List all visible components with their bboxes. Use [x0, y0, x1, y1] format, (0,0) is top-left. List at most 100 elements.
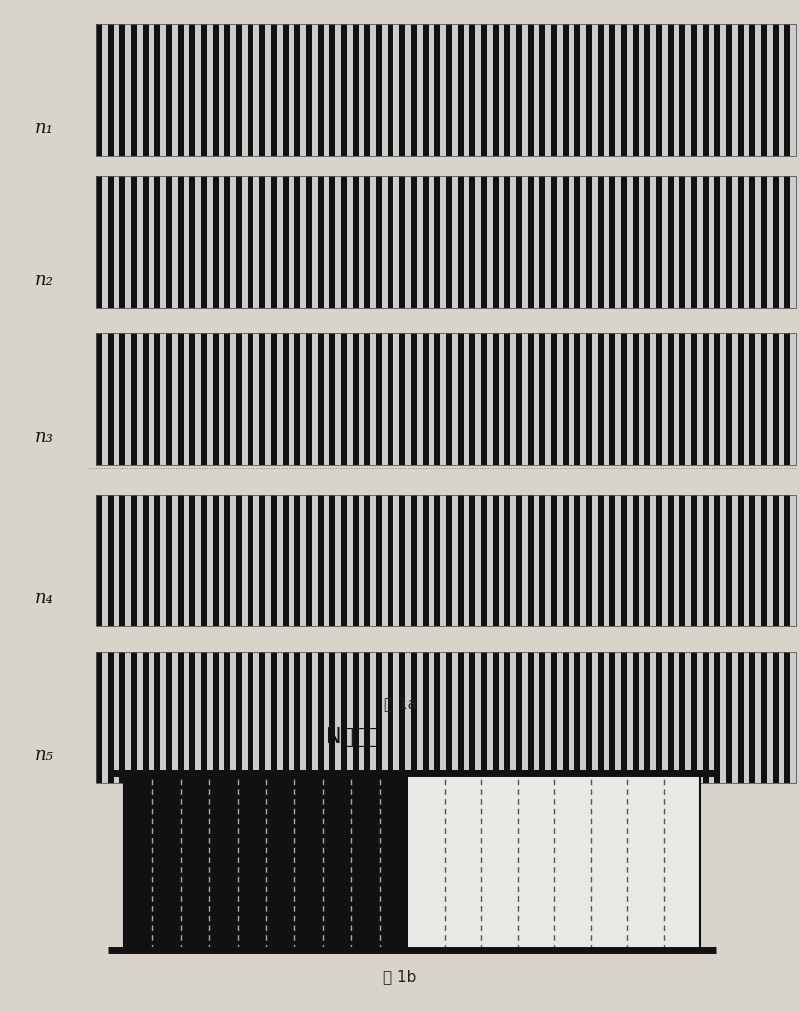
Bar [498, 652, 504, 784]
Bar [481, 495, 487, 627]
Bar [399, 334, 405, 465]
Bar [627, 25, 633, 157]
Bar [498, 25, 504, 157]
Bar [551, 25, 557, 157]
Bar [458, 495, 463, 627]
Bar [394, 25, 399, 157]
Bar [574, 334, 580, 465]
Bar [429, 25, 434, 157]
Bar [702, 177, 709, 308]
Bar [142, 177, 149, 308]
Bar [242, 652, 248, 784]
Bar [610, 652, 615, 784]
Bar [610, 25, 615, 157]
Bar [248, 495, 254, 627]
Bar [586, 177, 592, 308]
Bar [562, 25, 569, 157]
Bar [516, 652, 522, 784]
Bar [487, 652, 493, 784]
Bar [429, 652, 434, 784]
Bar [458, 25, 463, 157]
Bar [382, 177, 388, 308]
Bar [603, 652, 610, 784]
Bar [306, 334, 312, 465]
Bar [773, 177, 778, 308]
Bar [172, 334, 178, 465]
Bar [528, 334, 534, 465]
Bar [312, 25, 318, 157]
Bar [96, 652, 796, 784]
Bar [160, 25, 166, 157]
Bar [178, 25, 183, 157]
Bar [656, 334, 662, 465]
Bar [534, 25, 539, 157]
Bar [574, 495, 580, 627]
Bar [702, 652, 709, 784]
Bar [131, 177, 137, 308]
Bar [510, 652, 516, 784]
Bar [218, 177, 224, 308]
Bar [142, 334, 149, 465]
Bar [394, 334, 399, 465]
Bar [557, 25, 562, 157]
Bar [294, 495, 300, 627]
Bar [668, 25, 674, 157]
Bar [358, 495, 364, 627]
Bar [96, 177, 796, 308]
Bar [330, 652, 335, 784]
Bar [767, 25, 773, 157]
Bar [446, 495, 452, 627]
Bar [726, 177, 732, 308]
Bar [784, 25, 790, 157]
Bar [341, 25, 347, 157]
Bar [562, 177, 569, 308]
Bar [341, 177, 347, 308]
Bar [102, 25, 108, 157]
Bar [429, 495, 434, 627]
Bar [475, 652, 481, 784]
Bar [335, 177, 341, 308]
Bar [248, 652, 254, 784]
Bar [376, 334, 382, 465]
Bar [743, 25, 750, 157]
Bar [300, 334, 306, 465]
Bar [388, 25, 394, 157]
Bar [685, 177, 691, 308]
Bar [300, 177, 306, 308]
Bar [149, 334, 154, 465]
Bar [510, 177, 516, 308]
Bar [388, 495, 394, 627]
Bar [475, 25, 481, 157]
Bar [190, 25, 195, 157]
Bar [726, 495, 732, 627]
Bar [382, 25, 388, 157]
Bar [504, 177, 510, 308]
Bar [254, 495, 259, 627]
Bar [190, 652, 195, 784]
Bar [108, 25, 114, 157]
Bar [382, 495, 388, 627]
Bar [96, 25, 796, 157]
Bar [662, 177, 668, 308]
Bar [569, 652, 574, 784]
Bar [318, 177, 323, 308]
Bar [475, 177, 481, 308]
Bar [726, 652, 732, 784]
Bar [650, 334, 656, 465]
Text: 图 1a: 图 1a [383, 696, 417, 710]
Bar [108, 652, 114, 784]
Bar [213, 495, 218, 627]
Bar [353, 177, 358, 308]
Bar [294, 25, 300, 157]
Bar [750, 25, 755, 157]
Bar [610, 495, 615, 627]
Bar [463, 334, 470, 465]
Bar [738, 25, 743, 157]
Bar [481, 334, 487, 465]
Bar [114, 652, 119, 784]
Bar [289, 177, 294, 308]
Bar [633, 495, 638, 627]
Bar [458, 177, 463, 308]
Bar [638, 25, 644, 157]
Bar [755, 25, 761, 157]
